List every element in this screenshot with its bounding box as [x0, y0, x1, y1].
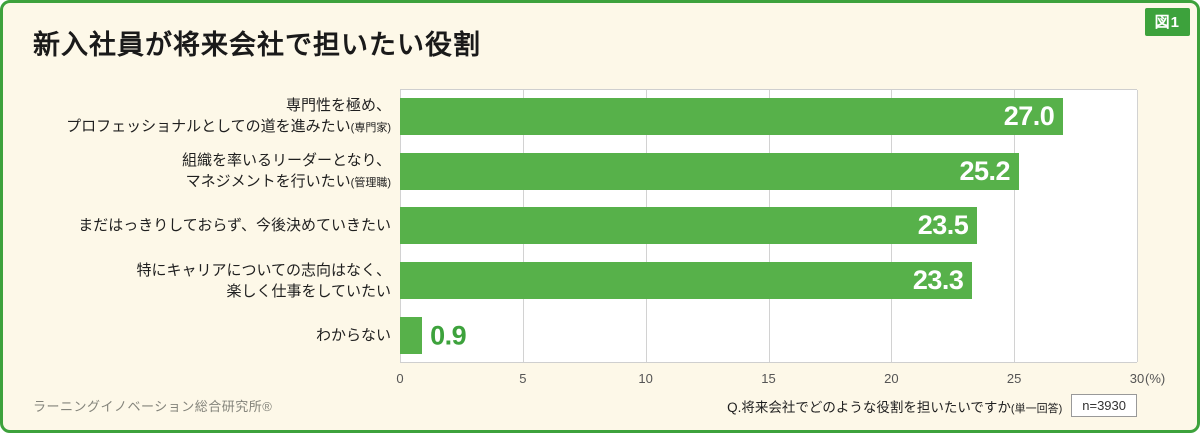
- bar-track: 23.3: [400, 262, 1137, 300]
- axis-tick-label: 15: [761, 371, 776, 386]
- bar-row: わからない 0.9: [33, 308, 1137, 363]
- axis-unit-label: (%): [1145, 371, 1166, 386]
- category-label: 特にキャリアについての志向はなく、 楽しく仕事をしていたい: [136, 261, 391, 300]
- sample-size-box: n=3930: [1071, 394, 1137, 417]
- category-label: わからない: [315, 327, 391, 345]
- question-text: Q.将来会社でどのような役割を担いたいですか(単一回答): [727, 399, 1063, 415]
- bar-row: 特にキャリアについての志向はなく、 楽しく仕事をしていたい 23.3: [33, 253, 1137, 308]
- category-label-note: (専門家): [350, 122, 391, 135]
- bar-row: 組織を率いるリーダーとなり、 マネジメントを行いたい(管理職) 25.2: [33, 144, 1137, 199]
- rows: 専門性を極め、 プロフェッショナルとしての道を進みたい(専門家) 27.0 組織を率い…: [33, 89, 1137, 363]
- bar: 0.9: [400, 317, 467, 355]
- category-label-note: (管理職): [350, 177, 391, 190]
- axis-tick-label: 30: [1129, 371, 1145, 386]
- question-note: (単一回答): [1010, 402, 1063, 415]
- source-label: ラーニングイノベーション総合研究所®: [33, 399, 273, 414]
- bar-track: 0.9: [400, 317, 1137, 355]
- axis-tick-label: 5: [519, 371, 527, 386]
- axis-tick-label: 20: [884, 371, 899, 386]
- bar-track: 25.2: [400, 152, 1137, 190]
- figure-number-badge: 図1: [1144, 8, 1190, 36]
- bar: 23.3: [400, 262, 973, 300]
- chart-title: 新入社員が将来会社で担いたい役割: [33, 30, 481, 60]
- axis-tick-label: 10: [638, 371, 653, 386]
- bar-track: 27.0: [400, 97, 1137, 135]
- bar: 23.5: [400, 207, 978, 245]
- x-axis: 0 5 10 15 20 25 30 (%): [396, 363, 1165, 389]
- footer-question-row: Q.将来会社でどのような役割を担いたいですか(単一回答) n=3930: [727, 394, 1137, 417]
- category-label: 組織を率いるリーダーとなり、 マネジメントを行いたい(管理職): [182, 152, 391, 191]
- gridline: [1014, 90, 1016, 362]
- value-label: 23.5: [917, 210, 969, 241]
- value-label: 0.9: [430, 320, 467, 351]
- gridline: [1137, 90, 1138, 362]
- value-label: 27.0: [1003, 100, 1055, 131]
- bar-chart: 専門性を極め、 プロフェッショナルとしての道を進みたい(専門家) 27.0 組織を率い…: [33, 89, 1165, 389]
- bar-row: 専門性を極め、 プロフェッショナルとしての道を進みたい(専門家) 27.0: [33, 89, 1137, 144]
- bar: 27.0: [400, 97, 1064, 135]
- category-label: 専門性を極め、 プロフェッショナルとしての道を進みたい(専門家): [66, 97, 391, 136]
- value-label: 23.3: [912, 265, 964, 296]
- axis-tick-label: 25: [1006, 371, 1022, 386]
- category-label: まだはっきりしておらず、今後決めていきたい: [78, 217, 391, 235]
- value-label: 25.2: [959, 155, 1011, 186]
- axis-tick-label: 0: [396, 371, 404, 386]
- bar: 25.2: [400, 152, 1020, 190]
- bar-row: まだはっきりしておらず、今後決めていきたい 23.5: [33, 199, 1137, 254]
- bar-track: 23.5: [400, 207, 1137, 245]
